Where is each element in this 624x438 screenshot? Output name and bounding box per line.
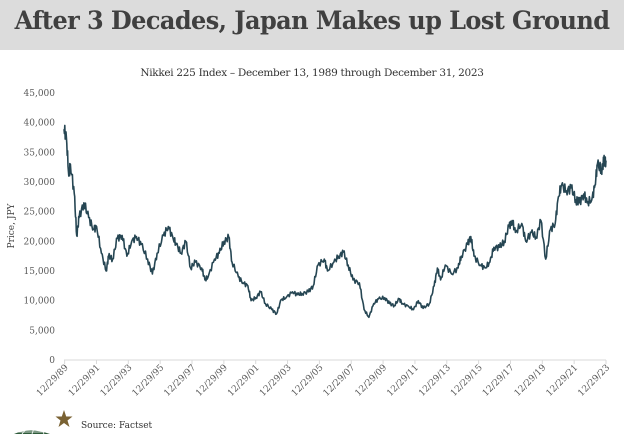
x-tick-label: 12/29/99 <box>194 363 230 399</box>
y-axis-ticks: 0 5,000 10,000 15,000 20,000 25,000 30,000 35,0… <box>24 89 56 366</box>
x-tick-label: 12/29/03 <box>258 363 294 399</box>
y-tick-label: 45,000 <box>24 89 56 99</box>
x-tick-label: 12/29/11 <box>385 363 421 399</box>
x-tick-label: 12/29/93 <box>99 363 135 399</box>
y-tick-label: 0 <box>49 356 55 366</box>
chart-title: Nikkei 225 Index – December 13, 1989 thr… <box>140 67 484 79</box>
x-tick-label: 12/29/15 <box>449 363 485 399</box>
series-group <box>63 124 607 319</box>
y-tick-label: 20,000 <box>24 237 56 247</box>
x-tick-label: 12/29/97 <box>162 363 198 399</box>
x-tick-label: 12/29/95 <box>131 363 167 399</box>
x-tick-label: 12/29/05 <box>290 363 326 399</box>
x-tick-label: 12/29/01 <box>226 363 262 399</box>
page-title: After 3 Decades, Japan Makes up Lost Gro… <box>14 6 610 35</box>
firm-logo-icon <box>14 410 73 435</box>
y-tick-label: 25,000 <box>24 208 56 218</box>
x-axis: 12/29/8912/29/9112/29/9312/29/9512/29/97… <box>35 359 612 399</box>
star-icon <box>55 410 73 427</box>
x-tick-label: 12/29/21 <box>545 363 581 399</box>
y-axis-label: Price, JPY <box>7 202 17 248</box>
header-banner: After 3 Decades, Japan Makes up Lost Gro… <box>0 0 624 50</box>
x-tick-label: 12/29/89 <box>35 363 71 399</box>
y-tick-label: 15,000 <box>24 267 56 277</box>
x-tick-label: 12/29/17 <box>481 363 517 399</box>
x-tick-label: 12/29/91 <box>67 363 103 399</box>
y-tick-label: 30,000 <box>24 178 56 188</box>
series-line-nikkei-225 <box>63 124 607 319</box>
y-tick-label: 35,000 <box>24 148 56 158</box>
source-note: Source: Factset <box>81 421 153 431</box>
x-tick-label: 12/29/23 <box>576 363 612 399</box>
globe-icon <box>14 427 50 435</box>
x-tick-label: 12/29/09 <box>354 363 390 399</box>
y-tick-label: 10,000 <box>24 297 56 307</box>
y-tick-label: 5,000 <box>29 326 55 336</box>
x-tick-label: 12/29/07 <box>322 363 358 399</box>
x-tick-label: 12/29/19 <box>513 363 549 399</box>
y-tick-label: 40,000 <box>24 119 56 129</box>
x-tick-label: 12/29/13 <box>417 363 453 399</box>
